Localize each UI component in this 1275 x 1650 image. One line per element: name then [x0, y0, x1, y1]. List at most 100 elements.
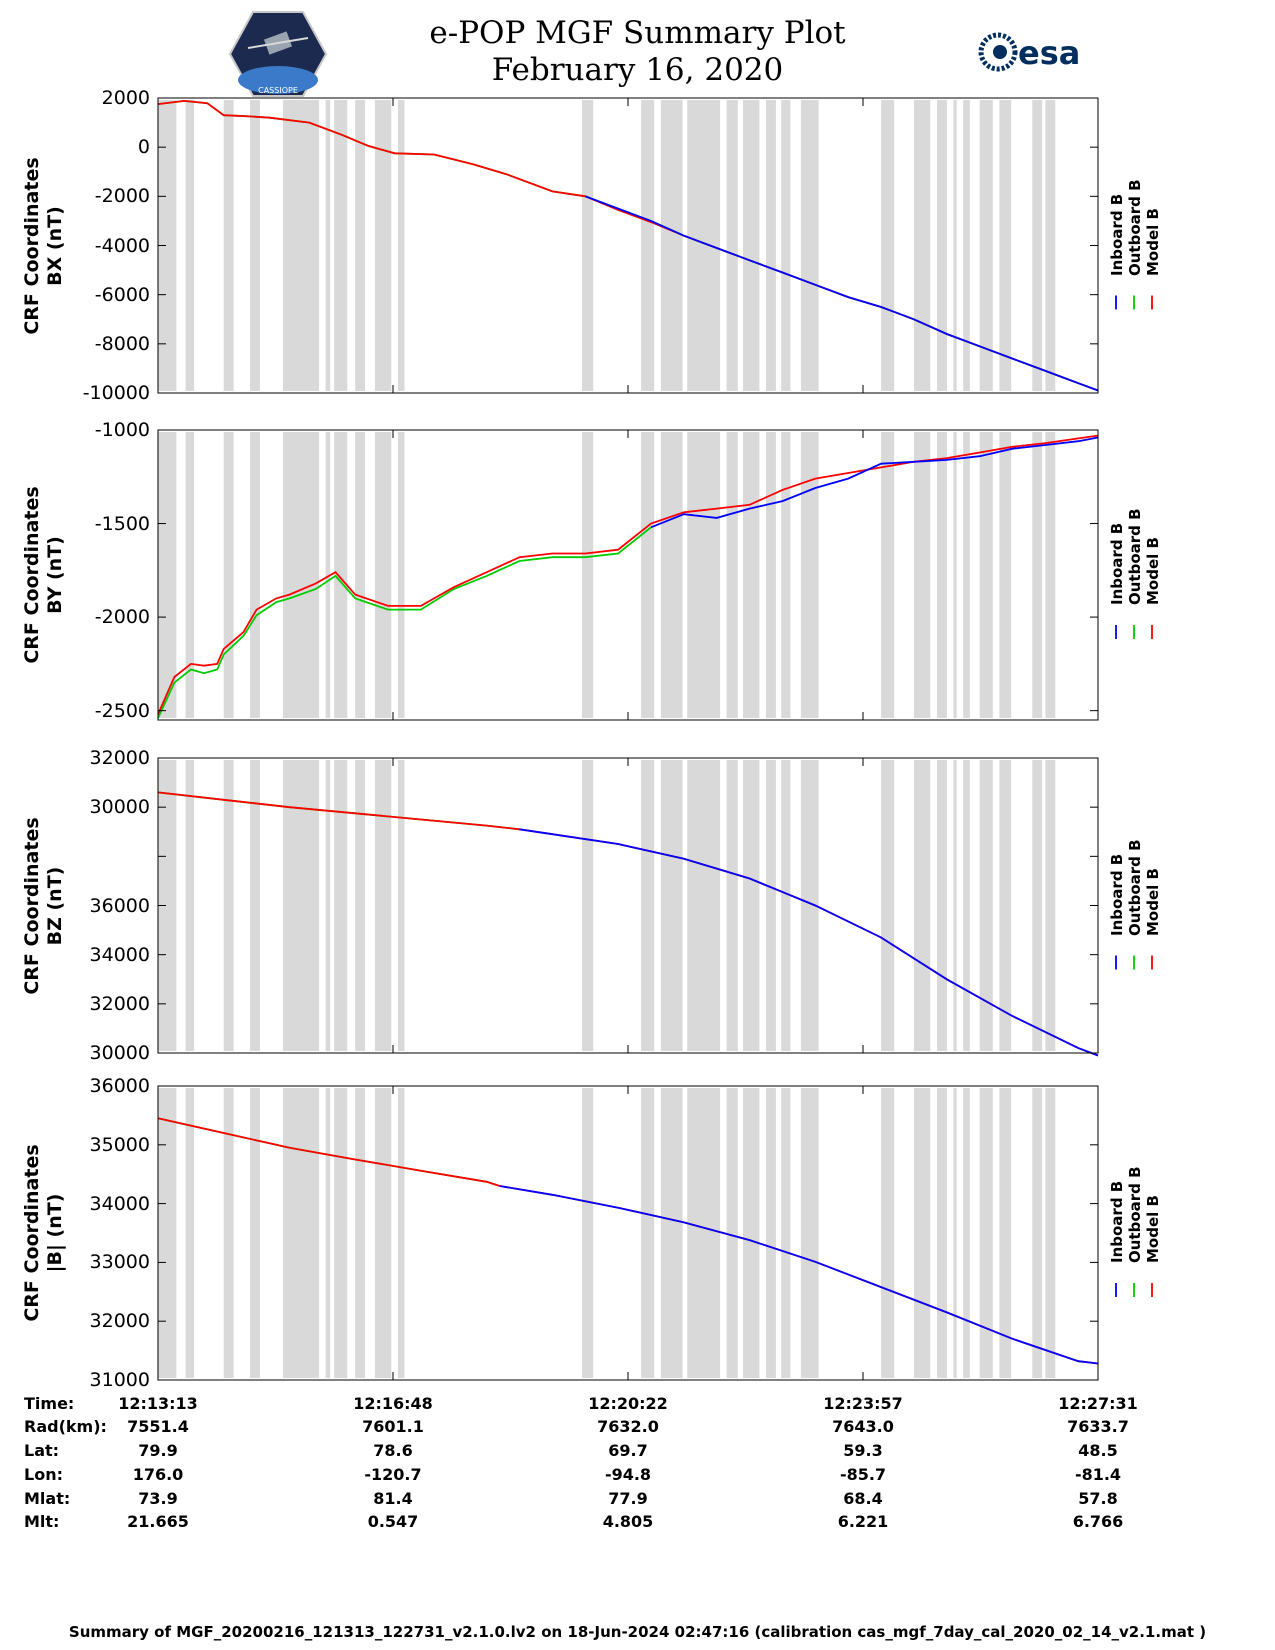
data-gap-band [1032, 760, 1043, 1051]
table-cell: 79.9 [138, 1441, 178, 1460]
panel-1 [157, 429, 1153, 721]
table-row-label: Lat: [24, 1441, 60, 1460]
data-gap-band [913, 760, 931, 1051]
table-cell: 57.8 [1078, 1489, 1118, 1508]
data-gap-band [963, 1088, 970, 1378]
legend-entry: Outboard B [1126, 838, 1144, 936]
data-gap-band [250, 100, 260, 391]
y-tick-label: 34000 [89, 943, 150, 966]
table-cell: 0.547 [367, 1512, 419, 1531]
legend-entry: Inboard B [1108, 193, 1126, 276]
esa-logo: esa [978, 32, 1080, 72]
y-axis-label-line: BX (nT) [44, 205, 66, 286]
table-cell: 6.766 [1072, 1512, 1124, 1531]
data-gap-band [766, 100, 776, 391]
table-cell: 69.7 [608, 1441, 648, 1460]
y-tick-label: -1500 [94, 512, 150, 535]
table-cell: -120.7 [364, 1465, 422, 1484]
table-row-label: Rad(km): [24, 1417, 107, 1436]
y-tick-label: -4000 [94, 234, 150, 257]
data-gap-band [937, 100, 947, 391]
chart-date: February 16, 2020 [491, 52, 784, 88]
table-row-label: Lon: [24, 1465, 63, 1484]
data-gap-band [726, 1088, 738, 1378]
data-gap-band [582, 100, 594, 391]
data-gap-band [881, 760, 895, 1051]
panel-2 [157, 757, 1153, 1057]
legend-entry: Outboard B [1126, 178, 1144, 276]
data-gap-band [913, 1088, 931, 1378]
data-gap-band [1045, 100, 1056, 391]
data-gap-band [282, 760, 320, 1051]
data-gap-band [641, 432, 655, 718]
table-row-label: Mlat: [24, 1489, 71, 1508]
table-cell: 78.6 [373, 1441, 413, 1460]
table-cell: 4.805 [602, 1512, 654, 1531]
data-gap-band [660, 760, 683, 1051]
data-gap-band [397, 432, 405, 718]
data-gap-band [800, 760, 819, 1051]
table-row-label: Mlt: [24, 1512, 60, 1531]
y-axis-label: CRF Coordinates |B| (nT) [21, 1063, 67, 1403]
y-tick-label: 32000 [89, 747, 150, 769]
y-axis-label: CRF Coordinates BZ (nT) [21, 736, 67, 1076]
data-gap-band [881, 100, 895, 391]
y-tick-label: 32000 [89, 992, 150, 1015]
data-gap-band [355, 760, 366, 1051]
data-gap-band [158, 760, 177, 1051]
data-gap-band [953, 432, 957, 718]
y-tick-label: -2000 [94, 185, 150, 208]
data-gap-band [158, 432, 177, 718]
data-gap-band [641, 760, 655, 1051]
data-gap-band [397, 100, 405, 391]
y-tick-label: 36000 [89, 894, 150, 917]
data-gap-band [800, 1088, 819, 1378]
inboard-series-line [519, 828, 1099, 1057]
data-gap-band [223, 1088, 234, 1378]
y-tick-label: 0 [137, 136, 150, 159]
data-gap-band [582, 760, 594, 1051]
y-tick-label: 2000 [101, 87, 150, 109]
data-gap-band [641, 100, 655, 391]
data-gap-band [913, 432, 931, 718]
esa-logo-text: esa [1018, 34, 1080, 72]
data-gap-band [766, 1088, 776, 1378]
y-tick-label: 31000 [89, 1369, 150, 1391]
data-gap-band [743, 432, 760, 718]
data-gap-band [334, 100, 348, 391]
data-gap-band [282, 432, 320, 718]
table-cell: 77.9 [608, 1489, 648, 1508]
data-gap-band [185, 432, 195, 718]
data-gap-band [743, 1088, 760, 1378]
data-gap-band [913, 100, 931, 391]
y-tick-label: 32000 [89, 1310, 150, 1333]
data-gap-band [881, 432, 895, 718]
data-gap-band [1032, 100, 1043, 391]
table-cell: 7551.4 [127, 1417, 189, 1436]
y-tick-label: 34000 [89, 1192, 150, 1215]
data-gap-band [937, 432, 947, 718]
data-gap-band [660, 432, 683, 718]
data-gap-band [660, 1088, 683, 1378]
legend-entry: Inboard B [1108, 1180, 1126, 1263]
data-gap-band [282, 1088, 320, 1378]
y-tick-label: -6000 [94, 283, 150, 306]
legend-entry: Model B [1144, 207, 1162, 276]
table-cell: 48.5 [1078, 1441, 1118, 1460]
y-axis-label-line: CRF Coordinates [21, 156, 43, 335]
legend-entry: Outboard B [1126, 508, 1144, 605]
y-tick-label: 30000 [89, 796, 150, 819]
data-gap-band [687, 760, 721, 1051]
cassiope-logo-text: CASSIOPE [258, 86, 298, 95]
table-row-label: Time: [24, 1394, 75, 1413]
table-cell: 7633.7 [1067, 1417, 1129, 1436]
y-axis-label-line: |B| (nT) [44, 1193, 66, 1273]
y-axis-label-line: CRF Coordinates [21, 816, 43, 995]
series-legend: Inboard B Outboard B Model B [1108, 839, 1162, 936]
data-gap-band [355, 1088, 366, 1378]
table-cell: 81.4 [373, 1489, 413, 1508]
table-cell: 12:27:31 [1058, 1394, 1138, 1413]
data-gap-band [953, 100, 957, 391]
y-tick-label: -2000 [94, 606, 150, 629]
data-gap-band [374, 760, 392, 1051]
